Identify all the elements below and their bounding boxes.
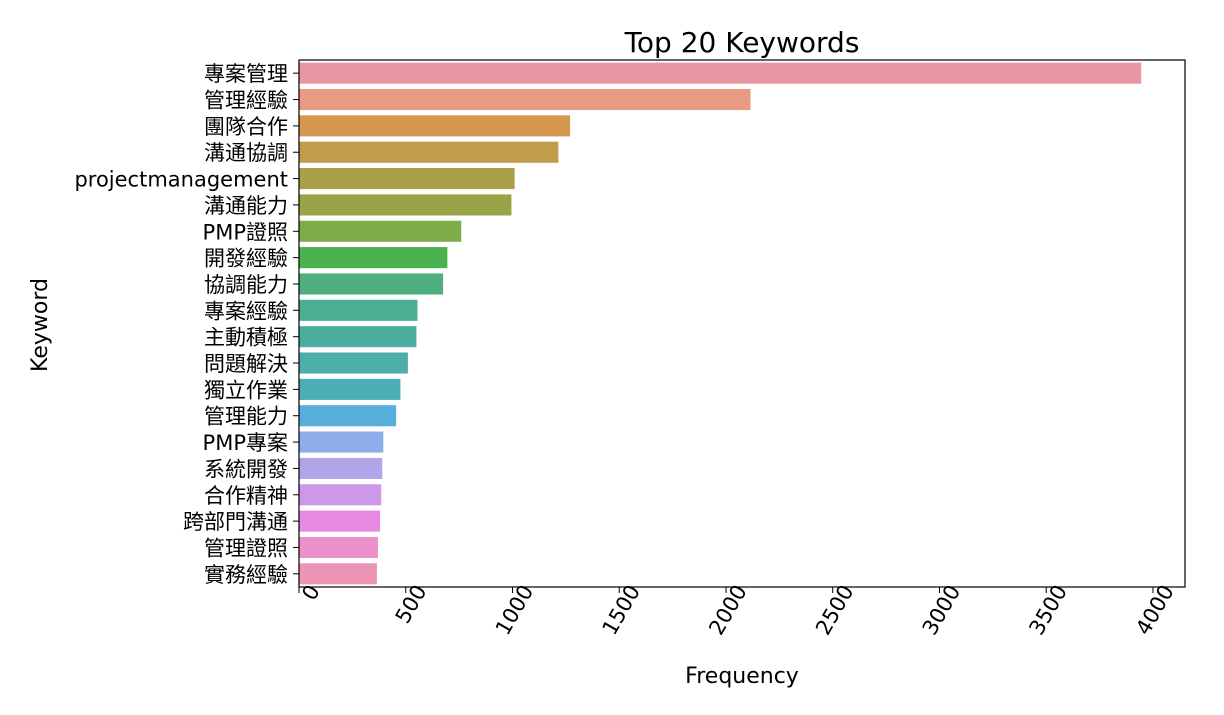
x-tick-label-1: 500 — [391, 581, 432, 628]
bar-19 — [299, 563, 377, 585]
bar-15 — [299, 457, 383, 479]
y-tick-label-2: 團隊合作 — [204, 115, 288, 139]
plot-frame — [298, 59, 1186, 588]
bar-0 — [299, 62, 1142, 84]
y-tick-label-13: 管理能力 — [204, 405, 288, 429]
x-axis-ticks: 0 500 1000 1500 2000 2500 3000 3500 4000 — [297, 581, 1178, 639]
bar-17 — [299, 510, 381, 532]
y-tick-label-18: 管理證照 — [204, 536, 288, 560]
bar-4 — [299, 168, 515, 190]
x-tick-label-3: 1500 — [597, 581, 645, 639]
bar-18 — [299, 536, 378, 559]
y-tick-label-6: PMP證照 — [203, 220, 288, 244]
x-tick-label-5: 2500 — [811, 581, 859, 639]
bar-10 — [299, 326, 417, 348]
y-tick-label-5: 溝通能力 — [204, 194, 288, 218]
y-tick-label-7: 開發經驗 — [204, 247, 288, 271]
y-tick-label-1: 管理經驗 — [204, 89, 288, 113]
y-tick-label-10: 主動積極 — [204, 326, 288, 350]
y-tick-label-15: 系統開發 — [204, 457, 288, 481]
y-tick-label-4: projectmanagement — [74, 168, 288, 192]
y-tick-label-11: 問題解決 — [204, 352, 288, 376]
chart-title: Top 20 Keywords — [624, 26, 860, 59]
bar-12 — [299, 378, 401, 400]
x-axis-label: Frequency — [685, 664, 799, 689]
bar-14 — [299, 431, 384, 453]
bar-1 — [299, 88, 751, 111]
bar-5 — [299, 194, 512, 216]
y-tick-label-12: 獨立作業 — [204, 378, 288, 402]
y-axis-label: Keyword — [28, 278, 53, 372]
y-tick-label-17: 跨部門溝通 — [183, 510, 288, 534]
bar-7 — [299, 247, 448, 269]
x-tick-label-8: 4000 — [1131, 581, 1179, 639]
x-tick-label-2: 1000 — [491, 581, 539, 639]
x-tick-label-7: 3500 — [1024, 581, 1072, 639]
bars-group — [299, 62, 1142, 585]
bar-9 — [299, 299, 418, 321]
y-axis-ticks: 專案管理管理經驗團隊合作溝通協調projectmanagement溝通能力PMP… — [74, 62, 299, 587]
bar-11 — [299, 352, 408, 374]
y-tick-label-0: 專案管理 — [204, 62, 288, 86]
y-tick-label-3: 溝通協調 — [204, 141, 288, 165]
x-tick-label-4: 2000 — [704, 581, 752, 639]
y-tick-label-9: 專案經驗 — [204, 299, 288, 323]
bar-3 — [299, 141, 559, 163]
y-tick-label-19: 實務經驗 — [204, 563, 288, 587]
bar-2 — [299, 115, 571, 137]
y-tick-label-14: PMP專案 — [203, 431, 288, 455]
y-tick-label-16: 合作精神 — [204, 484, 288, 508]
y-tick-label-8: 協調能力 — [204, 273, 288, 297]
bar-8 — [299, 273, 444, 295]
bar-16 — [299, 484, 382, 506]
bar-6 — [299, 220, 462, 242]
bar-13 — [299, 405, 397, 427]
x-tick-label-6: 3000 — [918, 581, 966, 639]
